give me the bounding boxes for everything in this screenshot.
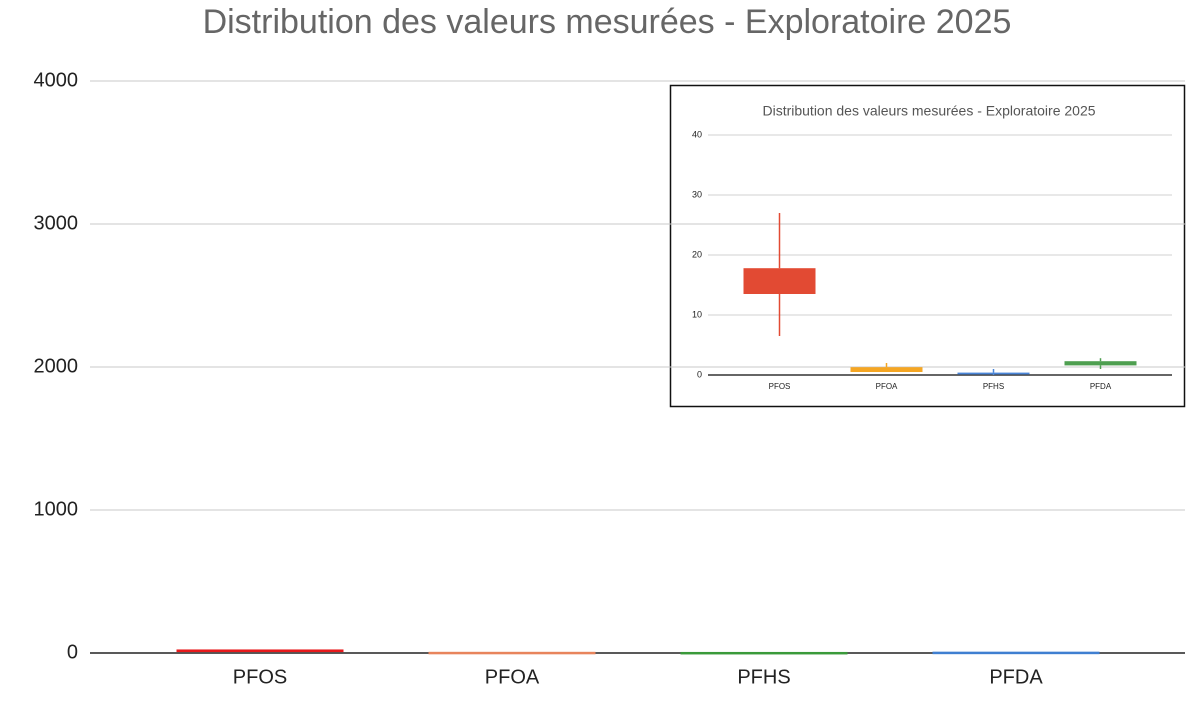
x-tick-label: PFHS	[983, 382, 1004, 391]
y-tick-label: 40	[692, 129, 702, 139]
x-tick-label: PFOA	[485, 666, 540, 688]
x-tick-label: PFOA	[876, 382, 898, 391]
box	[428, 651, 596, 655]
y-tick-label: 30	[692, 189, 702, 199]
box	[680, 651, 848, 655]
x-tick-label: PFOS	[233, 666, 287, 688]
y-tick-label: 0	[697, 369, 702, 379]
y-tick-label: 4000	[34, 69, 79, 91]
y-tick-label: 3000	[34, 212, 79, 234]
x-tick-label: PFDA	[989, 666, 1043, 688]
box	[743, 268, 816, 294]
chart-title: Distribution des valeurs mesurées - Expl…	[203, 3, 1012, 41]
x-tick-label: PFHS	[737, 666, 790, 688]
box	[932, 651, 1100, 655]
box	[957, 372, 1030, 375]
inset-frame	[669, 84, 1186, 408]
box	[176, 649, 344, 653]
y-tick-label: 1000	[34, 498, 79, 520]
x-tick-label: PFOS	[769, 382, 791, 391]
chart-title: Distribution des valeurs mesurées - Expl…	[762, 103, 1095, 119]
box	[850, 367, 923, 372]
y-tick-label: 20	[692, 249, 702, 259]
y-tick-label: 10	[692, 309, 702, 319]
box	[1064, 361, 1137, 366]
y-tick-label: 0	[67, 641, 78, 663]
y-tick-label: 2000	[34, 355, 79, 377]
x-tick-label: PFDA	[1090, 382, 1112, 391]
